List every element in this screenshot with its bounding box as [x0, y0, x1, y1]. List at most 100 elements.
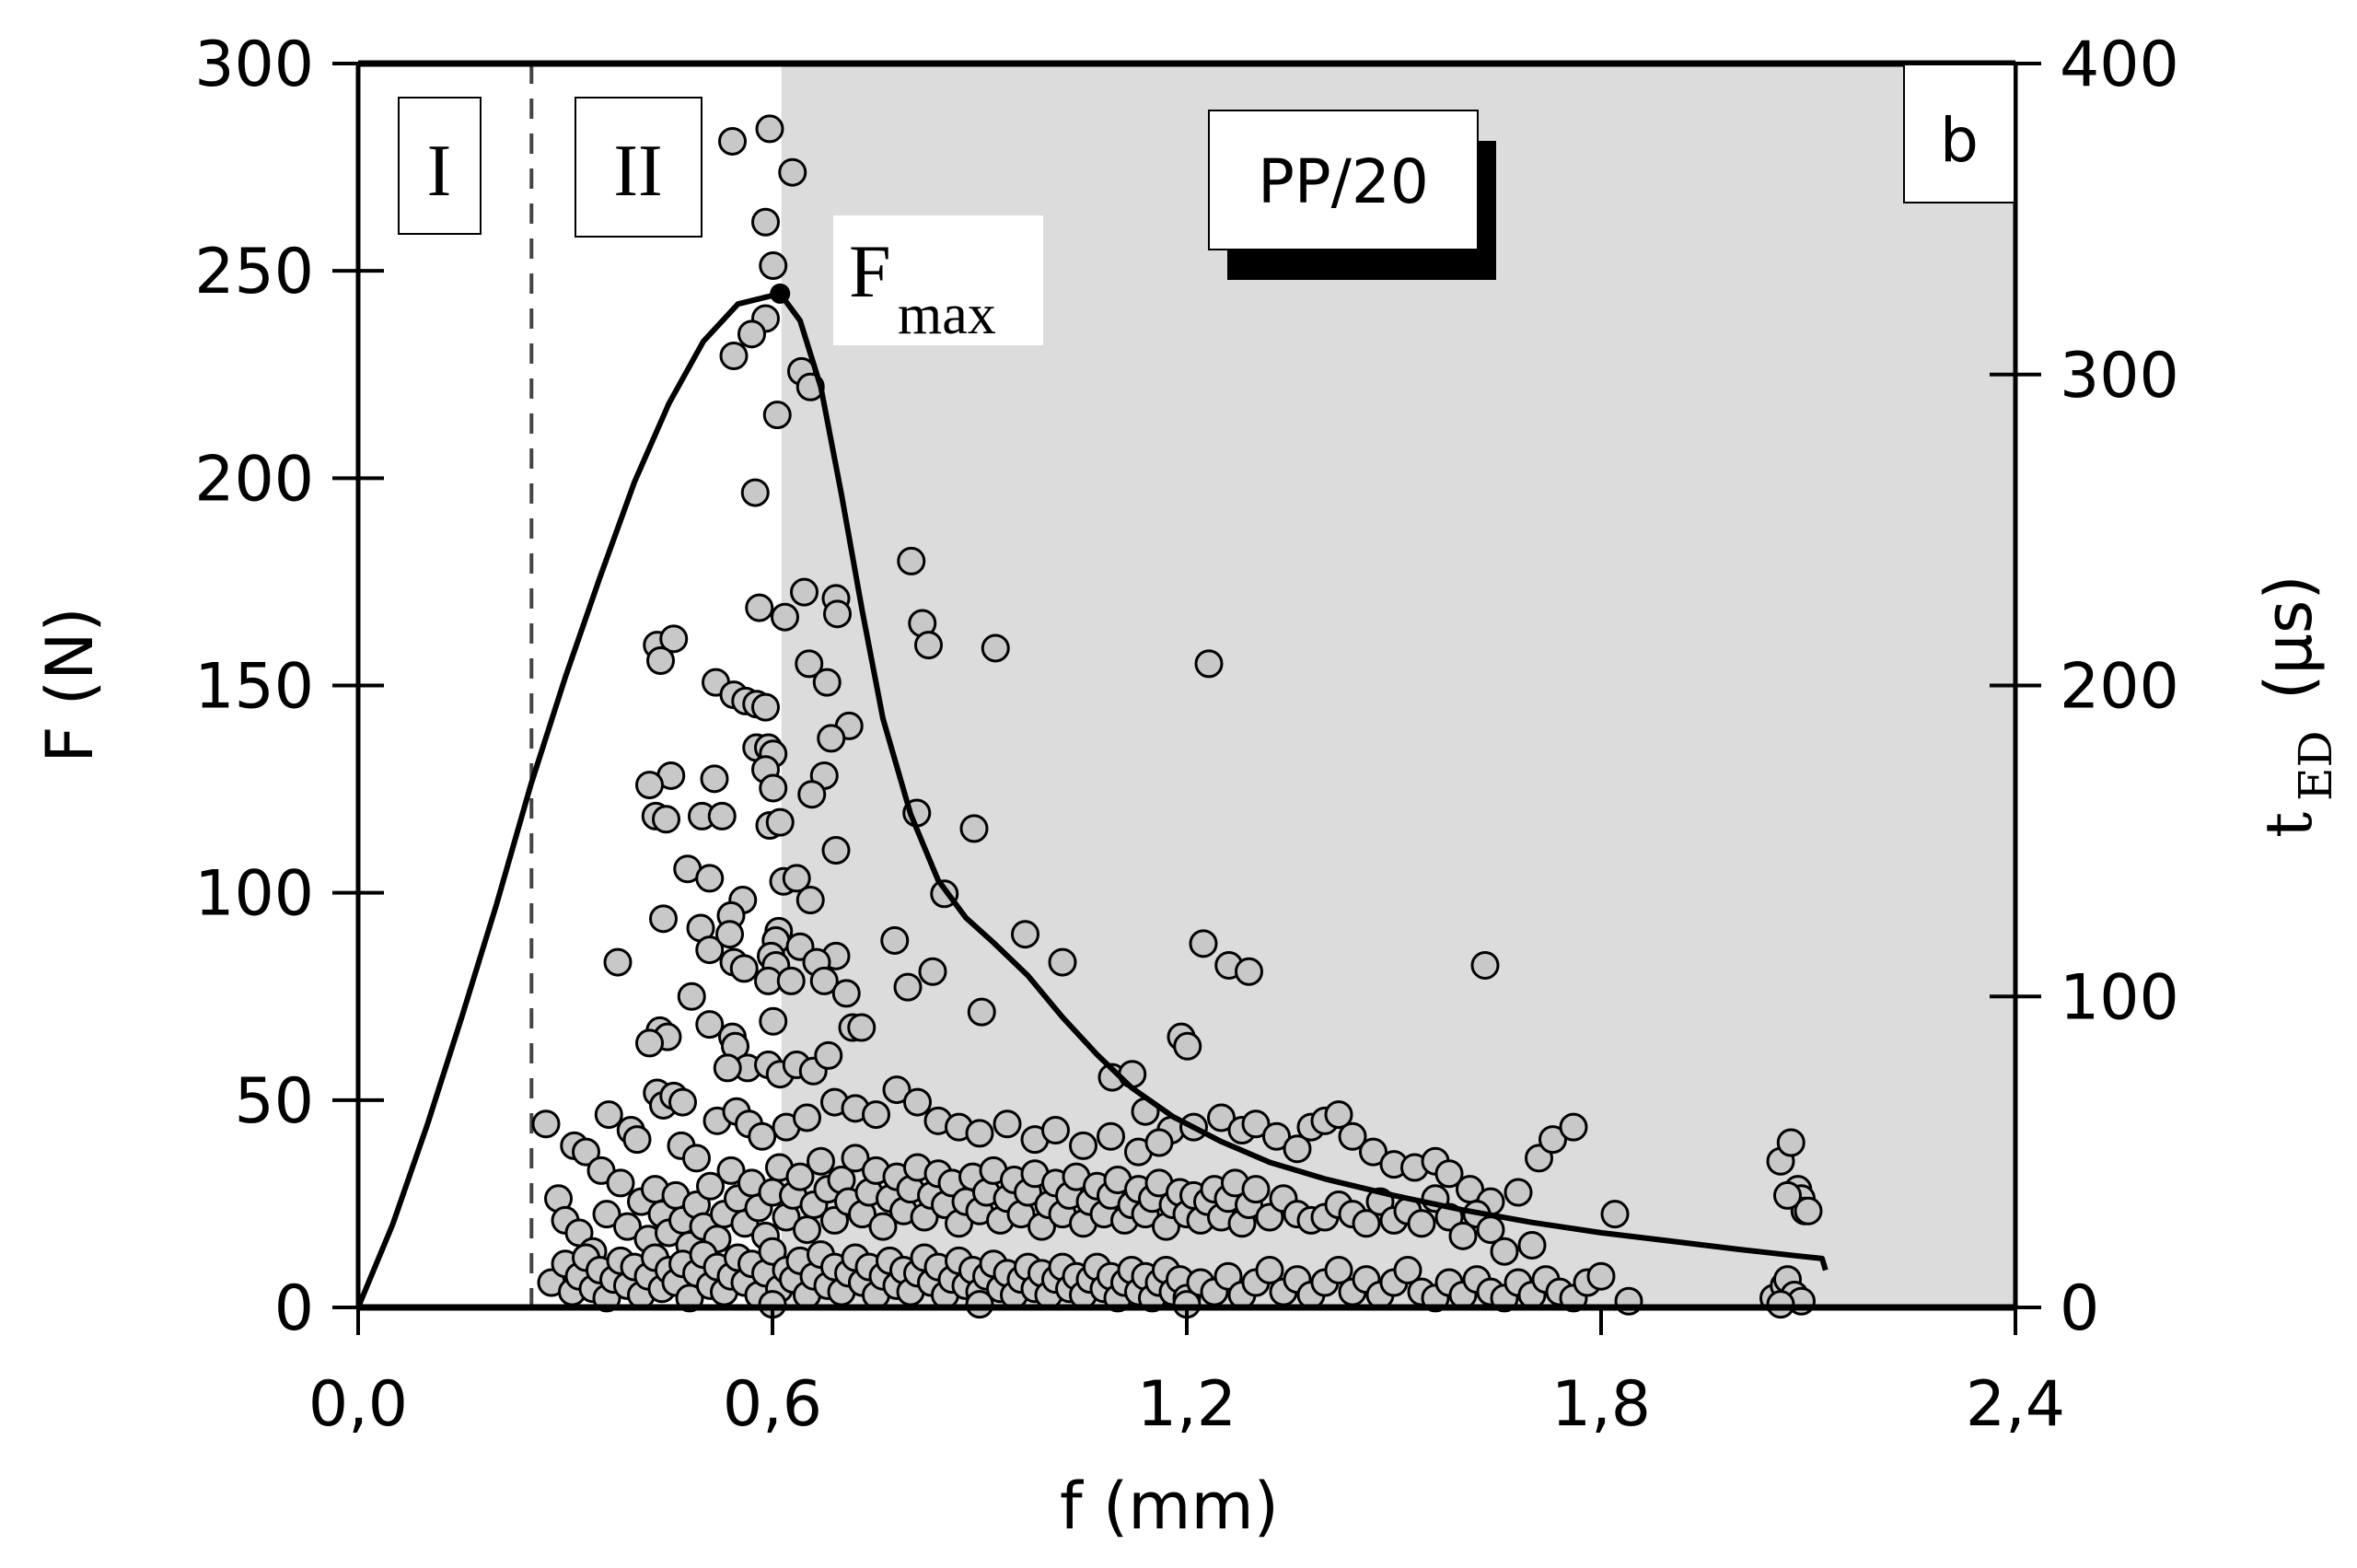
- scatter-point: [776, 966, 806, 995]
- scatter-point: [1048, 947, 1077, 977]
- scatter-point: [847, 1013, 877, 1042]
- scatter-point: [718, 126, 747, 156]
- scatter-point: [793, 1103, 821, 1132]
- scatter-point: [1207, 1103, 1236, 1132]
- scatter-point: [1434, 1159, 1464, 1189]
- scatter-point: [1324, 1255, 1353, 1284]
- x-tick-label: 0,6: [723, 1368, 822, 1441]
- scatter-point: [785, 1162, 815, 1191]
- panel-label-text: b: [1940, 105, 1979, 176]
- y-right-tick-label: 300: [2060, 340, 2179, 412]
- scatter-point: [603, 947, 633, 977]
- scatter-point: [918, 957, 947, 986]
- scatter-point: [751, 692, 780, 722]
- y-left-axis-title: F (N): [32, 607, 108, 763]
- scatter-point: [649, 904, 678, 934]
- scatter-point: [719, 341, 749, 370]
- scatter-point: [795, 886, 825, 915]
- scatter-point: [959, 814, 989, 843]
- scatter-point: [1517, 1230, 1547, 1260]
- scatter-point: [1504, 1178, 1533, 1207]
- scatter-point: [862, 1100, 890, 1130]
- panel-label-box: b: [1903, 64, 2015, 203]
- scatter-point: [1559, 1112, 1588, 1142]
- scatter-point: [707, 801, 737, 830]
- x-tick-label: 2,4: [1966, 1368, 2065, 1441]
- scatter-point: [841, 1144, 870, 1173]
- y-left-tick-label: 0: [274, 1272, 314, 1345]
- scatter-point: [1069, 1131, 1097, 1160]
- scatter-point: [659, 624, 689, 654]
- x-tick-label: 0,0: [308, 1368, 408, 1441]
- scatter-point: [1470, 950, 1500, 980]
- scatter-points: [531, 114, 1823, 1319]
- scatter-point: [1255, 1255, 1284, 1284]
- scatter-point: [1283, 1134, 1312, 1164]
- region-label-ii-text: II: [613, 131, 662, 212]
- scatter-point: [812, 668, 842, 697]
- scatter-point: [1338, 1121, 1367, 1151]
- scatter-point: [1324, 1100, 1353, 1130]
- scatter-point: [682, 1144, 711, 1173]
- scatter-point: [965, 1119, 994, 1148]
- scatter-point: [1097, 1121, 1125, 1151]
- sample-label-box: PP/20: [1208, 110, 1496, 280]
- y-left-tick-label: 200: [194, 443, 314, 516]
- scatter-point: [700, 764, 729, 794]
- scatter-point: [1600, 1200, 1630, 1229]
- scatter-point: [823, 599, 852, 629]
- scatter-point: [821, 836, 851, 865]
- scatter-point: [606, 1168, 635, 1198]
- scatter-point: [531, 1109, 561, 1139]
- scatter-point: [759, 773, 788, 803]
- y-right-title-main: t: [2251, 812, 2327, 838]
- scatter-point: [771, 602, 799, 632]
- scatter-point: [740, 478, 770, 507]
- scatter-point: [635, 1028, 664, 1058]
- scatter-point: [751, 207, 780, 237]
- fmax-marker: [770, 283, 791, 304]
- scatter-point: [592, 1200, 621, 1229]
- scatter-point: [594, 1100, 623, 1130]
- scatter-point: [572, 1137, 600, 1167]
- tick-labels: 0,0 0,6 1,2 1,8 2,4 0 50 100 150 200 250 300 0 100 200…: [194, 29, 2179, 1441]
- scatter-point: [1448, 1221, 1478, 1250]
- scatter-point: [1194, 649, 1224, 679]
- scatter-point: [715, 920, 744, 949]
- scatter-point: [882, 1075, 911, 1105]
- scatter-point: [782, 864, 811, 893]
- y-left-tick-label: 50: [234, 1065, 314, 1138]
- y-right-title-unit: (µs): [2251, 575, 2327, 700]
- region-label-ii: II: [575, 97, 702, 238]
- scatter-point: [903, 1087, 932, 1117]
- scatter-point: [748, 1121, 777, 1151]
- axis-ticks: [332, 62, 2041, 1335]
- y-left-tick-label: 250: [194, 236, 314, 308]
- scatter-point: [797, 780, 827, 809]
- scatter-point: [1393, 1255, 1422, 1284]
- scatter-point: [1538, 1125, 1567, 1155]
- scatter-point: [880, 925, 910, 955]
- scatter-point: [1241, 1175, 1271, 1204]
- scatter-point: [1586, 1261, 1616, 1291]
- scatter-point: [668, 1087, 697, 1117]
- y-right-title-sub: ED: [2289, 730, 2342, 801]
- x-tick-label: 1,8: [1551, 1368, 1651, 1441]
- scatter-point: [1352, 1209, 1381, 1238]
- y-left-tick-label: 300: [194, 29, 314, 101]
- y-right-tick-label: 100: [2060, 961, 2179, 1034]
- scatter-point: [790, 577, 819, 607]
- scatter-point: [778, 157, 807, 187]
- scatter-point: [868, 1212, 898, 1241]
- scatter-point: [981, 633, 1010, 663]
- scatter-point: [737, 319, 766, 349]
- scatter-point: [793, 1215, 821, 1245]
- scatter-point: [716, 1156, 746, 1185]
- scatter-point: [1794, 1196, 1823, 1225]
- scatter-point: [759, 1006, 788, 1036]
- scatter-point: [696, 1171, 725, 1201]
- scatter-point: [993, 1109, 1022, 1139]
- scatter-point: [1011, 920, 1039, 949]
